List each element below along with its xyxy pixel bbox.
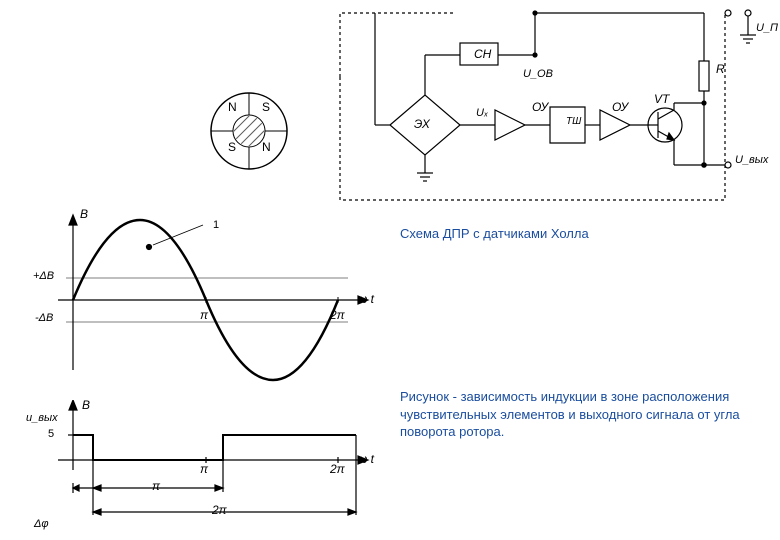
sine-ylabel: B [80,207,88,221]
label-UOB: U_OB [523,68,553,80]
pulse-B: B [82,398,90,412]
pulse-dim-delta: Δφ [34,518,49,530]
sine-xlabel: ω t [358,292,374,306]
sine-xtick-pi: π [200,308,208,322]
label-VT: VT [654,92,669,106]
pulse-xtick-pi: π [200,462,208,476]
sine-xtick-2pi: 2π [330,308,345,322]
pulse-dim-pi: π [152,479,160,493]
sine-ytick-pos: +ΔB [33,270,54,282]
pulse-chart [18,400,378,540]
label-Ux: Uₓ [476,107,488,119]
rotor-N1: N [228,100,237,114]
pulse-xlabel: ω t [358,452,374,466]
rotor-diagram [204,86,294,176]
label-Uout: U_вых [735,154,768,166]
pulse-ytick: 5 [48,428,54,440]
caption-circuit: Схема ДПР с датчиками Холла [400,226,589,241]
sine-chart [18,205,378,385]
rotor-S2: S [228,140,236,154]
sine-annot: 1 [213,219,219,231]
label-TSh: ТШ [566,116,581,127]
pulse-u: u_вых [26,412,58,424]
pulse-dim-2pi: 2π [212,503,227,517]
rotor-N2: N [262,140,271,154]
rotor-S1: S [262,100,270,114]
label-OY1: ОУ [532,100,548,114]
circuit-diagram [330,5,770,205]
caption-plots: Рисунок - зависимость индукции в зоне ра… [400,388,740,441]
sine-ytick-neg: -ΔB [35,312,53,324]
label-UP: U_П [756,22,778,34]
label-CH: СН [474,47,491,61]
label-EX: ЭХ [414,117,430,131]
pulse-xtick-2pi: 2π [330,462,345,476]
label-OY2: ОУ [612,100,628,114]
label-R: R [716,62,725,76]
